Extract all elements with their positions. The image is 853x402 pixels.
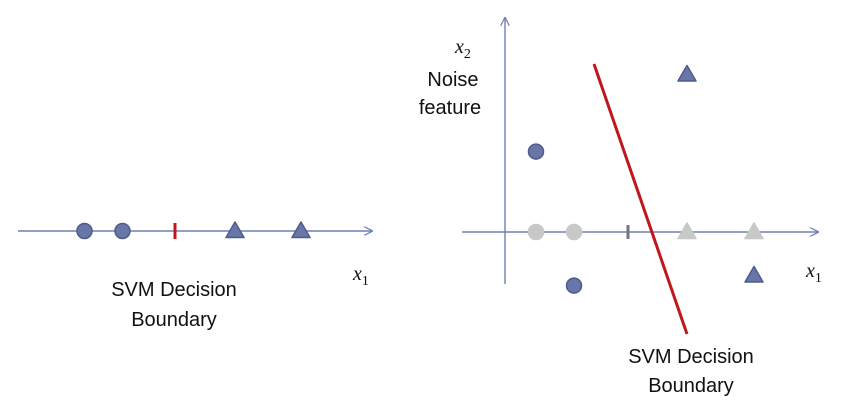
right-panel: x2 Noise feature x1 SVM Decision Boundar… xyxy=(419,18,822,397)
right-x2-axis-label: x2 xyxy=(454,36,471,62)
right-triangle-point xyxy=(744,265,764,283)
left-triangle-point xyxy=(291,221,311,239)
right-caption-line2: Boundary xyxy=(648,375,734,397)
right-decision-boundary-line xyxy=(592,63,689,335)
noise-feature-label-line2: feature xyxy=(419,97,481,119)
projected-circle-point xyxy=(527,223,545,241)
right-circle-point xyxy=(527,143,545,160)
right-triangle-point xyxy=(677,64,697,82)
projected-triangle-point xyxy=(677,222,697,240)
left-circle-point xyxy=(114,222,131,240)
noise-feature-label-line1: Noise xyxy=(427,69,478,91)
right-caption-line1: SVM Decision xyxy=(628,346,754,368)
projected-triangle-point xyxy=(744,222,764,240)
projected-circle-point xyxy=(565,223,583,241)
right-projected-points xyxy=(527,222,764,241)
right-circle-point xyxy=(565,277,583,294)
left-caption-line2: Boundary xyxy=(131,309,217,331)
left-triangle-point xyxy=(225,221,245,239)
right-x1-axis-label: x1 xyxy=(805,260,822,286)
left-points xyxy=(76,221,311,240)
left-circle-point xyxy=(76,222,93,240)
left-panel: x1 SVM Decision Boundary xyxy=(18,221,372,331)
left-x1-axis-label: x1 xyxy=(352,263,369,289)
left-caption-line1: SVM Decision xyxy=(111,279,237,301)
right-2d-points xyxy=(527,64,764,294)
